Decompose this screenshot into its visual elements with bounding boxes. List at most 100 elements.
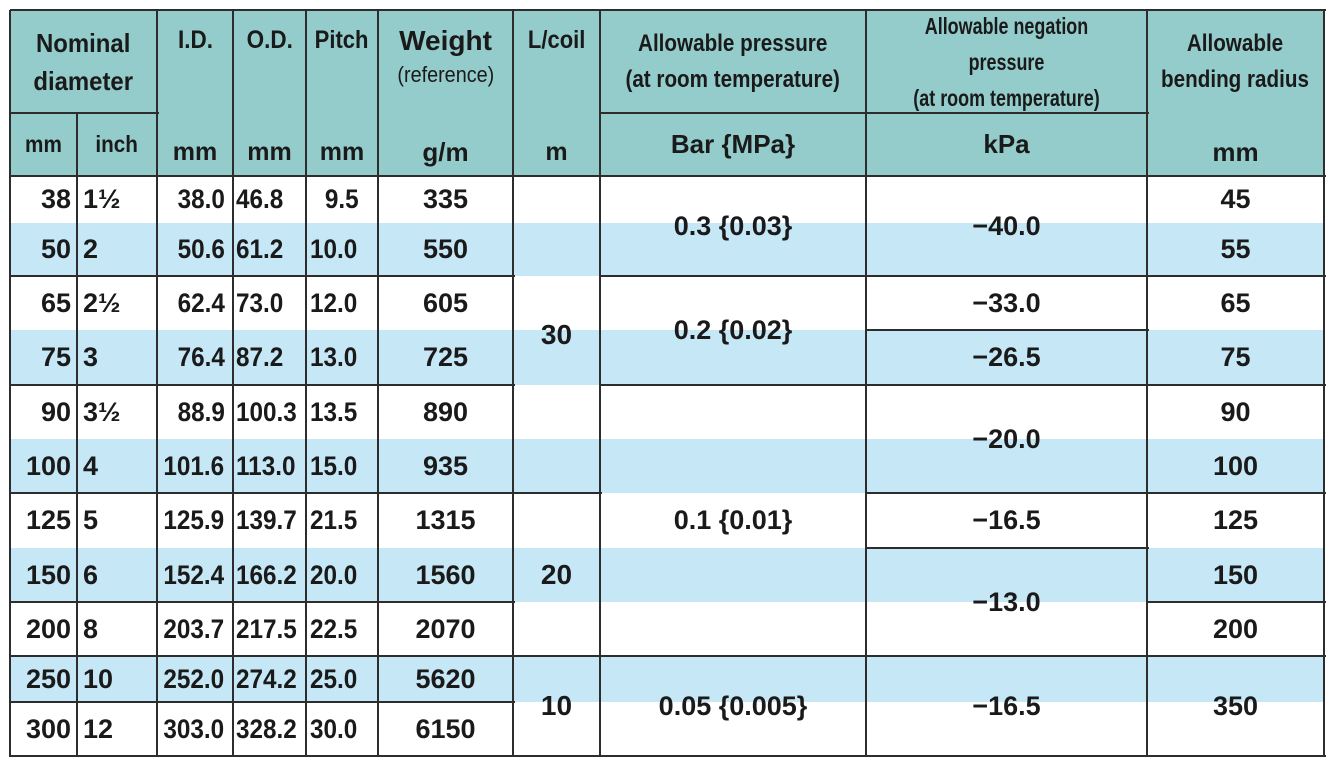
cell-id-text: 38.0 (178, 184, 226, 214)
unit-od-text: mm (247, 137, 292, 166)
cell-lcoil-text: 10 (540, 690, 573, 721)
cell-pitch-text: 30.0 (310, 713, 358, 744)
header-id-text: I.D. (177, 26, 213, 54)
cell-inch-text: 4 (83, 450, 99, 481)
cell-id: 125.9 (157, 493, 233, 548)
header-weight-subtitle: (reference) (397, 62, 494, 87)
cell-radius-text: 200 (1212, 613, 1259, 644)
cell-inch-text: 8 (83, 613, 99, 644)
cell-id: 252.0 (157, 656, 233, 702)
grid-line (1147, 384, 1326, 386)
cell-id-text: 62.4 (178, 287, 226, 318)
grid-line (866, 655, 1149, 657)
unit-weight: g/m (378, 128, 513, 176)
cell-pressure-text: 0.2 {0.02} (673, 315, 793, 345)
grid-line (1147, 492, 1326, 494)
cell-mm-text: 100 (25, 450, 71, 481)
cell-weight: 2070 (378, 602, 513, 656)
cell-mm-text: 300 (25, 713, 71, 744)
row-background (10, 276, 1324, 330)
cell-od: 73.0 (233, 276, 306, 330)
cell-lcoil-text: 20 (540, 558, 573, 590)
unit-pitch: mm (306, 128, 378, 176)
cell-inch-text: 12 (83, 713, 114, 744)
cell-mm: 100 (10, 439, 77, 493)
cell-inch: 5 (77, 493, 157, 548)
cell-od-text: 217.5 (236, 613, 297, 644)
cell-weight-text: 550 (422, 234, 469, 264)
cell-mm: 150 (10, 548, 77, 602)
cell-inch-text: 5 (83, 505, 99, 535)
cell-inch-text: 3½ (83, 396, 121, 427)
grid-line (513, 655, 602, 657)
grid-line (866, 329, 1149, 331)
cell-radius-text: 100 (1212, 450, 1259, 481)
grid-line (1147, 275, 1326, 277)
cell-radius: 100 (1147, 439, 1324, 493)
cell-id: 76.4 (157, 330, 233, 385)
cell-negation-text: −16.5 (972, 690, 1041, 721)
cell-radius-text: 150 (1212, 559, 1259, 590)
cell-od: 328.2 (233, 702, 306, 756)
cell-radius-text: 45 (1220, 184, 1251, 214)
cell-pressure-text: 0.05 {0.005} (658, 690, 808, 721)
grid-line (156, 10, 158, 757)
cell-radius: 125 (1147, 493, 1324, 548)
cell-inch: 12 (77, 702, 157, 756)
cell-od: 139.7 (233, 493, 306, 548)
cell-id-text: 252.0 (163, 663, 225, 694)
cell-mm: 90 (10, 385, 77, 439)
header-weight-title: Weight (399, 25, 492, 56)
cell-pitch: 15.0 (306, 439, 378, 493)
unit-radius: mm (1147, 128, 1324, 176)
cell-mm-text: 200 (25, 613, 71, 644)
cell-pitch-text: 21.5 (310, 505, 358, 535)
cell-negation: −33.0 (866, 276, 1147, 330)
cell-pitch-text: 25.0 (310, 663, 358, 694)
cell-inch: 2 (77, 223, 157, 276)
grid-line (513, 492, 602, 494)
unit-inch-text: inch (95, 131, 139, 157)
cell-id-text: 303.0 (163, 713, 225, 744)
cell-weight: 725 (378, 330, 513, 385)
header-pitch: Pitch (306, 10, 378, 176)
cell-pitch: 13.0 (306, 330, 378, 385)
cell-radius-text: 55 (1220, 234, 1251, 264)
cell-od: 46.8 (233, 176, 306, 223)
cell-lcoil-text: 30 (540, 318, 573, 350)
unit-lcoil-text: m (545, 137, 568, 166)
unit-pressure-text: Bar {MPa} (670, 129, 796, 159)
cell-inch: 6 (77, 548, 157, 602)
header-weight: Weight (reference) (378, 10, 513, 176)
cell-negation: −13.0 (866, 548, 1147, 656)
grid-line (377, 10, 379, 757)
cell-inch: 1½ (77, 176, 157, 223)
cell-od: 166.2 (233, 548, 306, 602)
cell-weight-text: 1315 (415, 505, 476, 535)
cell-mm-text: 125 (25, 505, 71, 535)
row-background (10, 656, 1324, 702)
cell-inch: 3½ (77, 385, 157, 439)
grid-line (9, 10, 11, 757)
cell-id-text: 88.9 (178, 396, 226, 427)
cell-pitch-text: 13.0 (310, 342, 358, 372)
cell-od-text: 139.7 (236, 505, 297, 535)
cell-od-text: 73.0 (236, 287, 284, 318)
cell-pitch: 21.5 (306, 493, 378, 548)
cell-radius: 200 (1147, 602, 1324, 656)
cell-pitch-text: 12.0 (310, 287, 358, 318)
cell-id-text: 76.4 (178, 342, 226, 372)
cell-pressure-text: 0.3 {0.03} (673, 210, 793, 241)
cell-pitch: 20.0 (306, 548, 378, 602)
cell-mm-text: 90 (40, 396, 71, 427)
header-allowable-pressure-text: Allowable pressure (at room temperature) (625, 29, 841, 93)
cell-mm-text: 150 (25, 559, 71, 590)
grid-line (866, 547, 1149, 549)
cell-negation: −16.5 (866, 656, 1147, 756)
cell-weight: 1560 (378, 548, 513, 602)
grid-line (10, 175, 1326, 177)
cell-pitch: 30.0 (306, 702, 378, 756)
grid-line (866, 384, 1149, 386)
grid-line (1147, 601, 1326, 603)
